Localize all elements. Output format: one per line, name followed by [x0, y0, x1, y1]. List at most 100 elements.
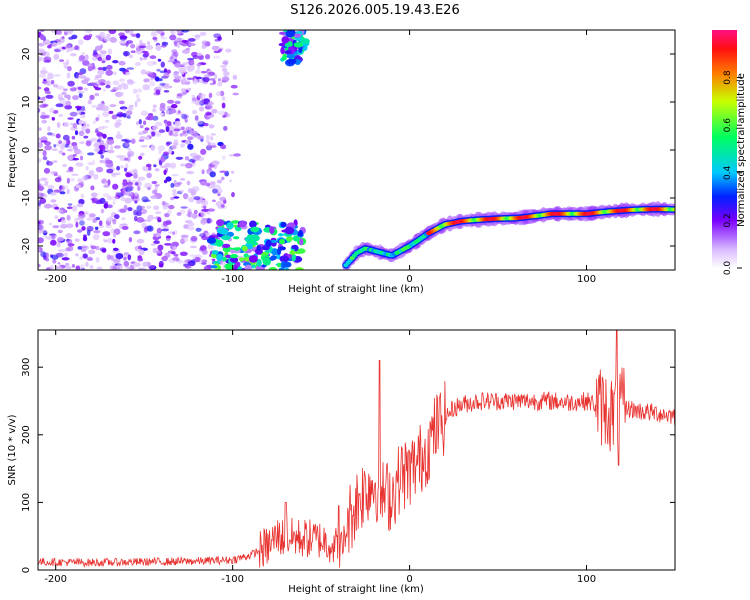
speckle	[173, 139, 179, 146]
speckle	[135, 33, 141, 39]
speckle	[123, 252, 129, 256]
cluster-blob	[269, 226, 275, 235]
speckle	[38, 192, 44, 198]
colorbar-label: Normalized spectral amplitude	[736, 73, 747, 227]
speckle	[101, 60, 106, 64]
speckle	[157, 216, 162, 223]
speckle	[107, 237, 113, 244]
speckle	[185, 47, 190, 51]
speckle	[200, 148, 207, 155]
speckle	[144, 127, 150, 131]
speckle	[176, 181, 183, 185]
cluster-blob	[286, 54, 296, 59]
speckle	[83, 210, 90, 215]
speckle	[108, 30, 117, 35]
speckle	[153, 240, 160, 245]
cluster-blob	[271, 248, 279, 256]
speckle	[119, 191, 126, 195]
speckle	[112, 265, 118, 270]
speckle	[210, 145, 217, 148]
speckle	[167, 209, 172, 215]
speckle	[212, 188, 218, 194]
speckle	[187, 87, 191, 92]
cluster-blob	[221, 235, 231, 241]
speckle	[191, 97, 197, 102]
speckle	[160, 156, 165, 163]
speckle	[116, 165, 121, 171]
speckle	[42, 39, 51, 44]
speckle	[90, 137, 98, 142]
cluster-blob	[291, 253, 296, 262]
speckle	[165, 109, 170, 115]
speckle	[58, 113, 64, 117]
speckle	[201, 262, 207, 265]
speckle	[136, 238, 145, 244]
speckle	[166, 120, 172, 127]
speckle	[100, 154, 104, 159]
speckle	[136, 211, 142, 217]
speckle	[138, 119, 142, 125]
speckle	[99, 159, 105, 164]
cluster-blob	[250, 235, 260, 242]
cluster-blob	[249, 220, 257, 228]
speckle	[192, 109, 198, 115]
y-tick-label: 200	[21, 425, 32, 444]
speckle	[68, 48, 74, 52]
speckle	[150, 31, 158, 38]
speckle	[136, 248, 141, 252]
speckle	[67, 80, 75, 87]
speckle	[107, 179, 111, 186]
speckle	[72, 153, 77, 157]
speckle	[102, 133, 107, 139]
speckle	[170, 182, 175, 188]
cluster-blob	[261, 245, 270, 251]
speckle	[81, 126, 87, 131]
speckle	[38, 56, 42, 62]
speckle	[40, 177, 48, 182]
speckle	[123, 204, 128, 211]
speckle	[91, 198, 96, 204]
speckle	[99, 140, 105, 145]
speckle	[147, 264, 156, 269]
speckle	[81, 79, 89, 85]
speckle	[127, 207, 133, 212]
speckle	[54, 206, 60, 210]
speckle	[164, 243, 172, 246]
speckle	[127, 152, 132, 158]
speckle	[126, 40, 134, 44]
speckle	[51, 30, 55, 33]
cluster-blob	[230, 257, 239, 263]
speckle	[121, 223, 128, 226]
speckle	[134, 61, 141, 67]
speckle	[128, 170, 134, 173]
speckle	[152, 247, 158, 253]
speckle	[83, 135, 89, 139]
speckle	[50, 199, 57, 203]
speckle	[156, 68, 161, 72]
cluster-blob	[284, 43, 291, 47]
speckle	[89, 265, 94, 269]
speckle	[49, 107, 55, 113]
speckle	[147, 214, 154, 221]
speckle	[52, 148, 58, 152]
cluster-blob	[297, 230, 304, 237]
speckle	[44, 90, 52, 95]
speckle	[103, 203, 109, 209]
x-tick-label: 0	[406, 574, 412, 585]
speckle	[74, 217, 79, 223]
speckle	[222, 115, 227, 118]
speckle	[94, 92, 100, 97]
speckle	[94, 74, 103, 79]
speckle	[93, 81, 101, 88]
speckle	[71, 34, 78, 40]
speckle	[65, 44, 72, 49]
speckle	[125, 171, 132, 178]
speckle	[115, 119, 122, 123]
speckle	[122, 83, 129, 90]
speckle	[223, 71, 230, 77]
speckle	[80, 264, 85, 269]
speckle	[110, 172, 117, 176]
speckle	[38, 127, 42, 131]
speckle	[163, 119, 168, 124]
